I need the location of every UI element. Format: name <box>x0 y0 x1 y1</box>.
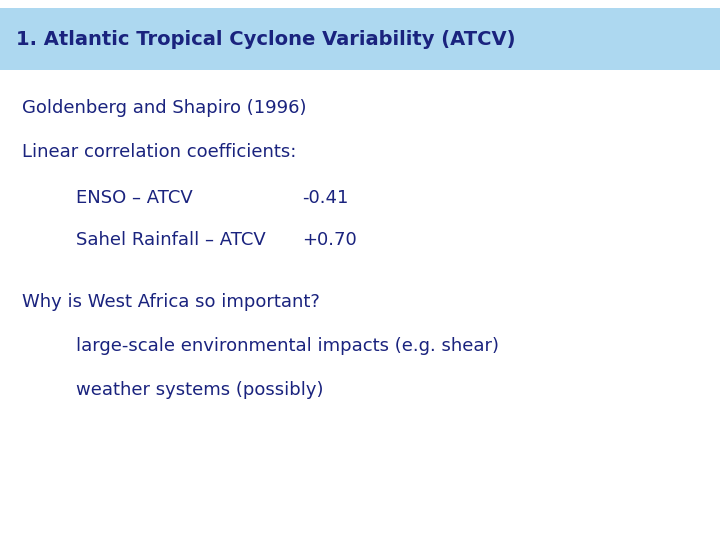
Text: +0.70: +0.70 <box>302 231 357 249</box>
Text: weather systems (possibly): weather systems (possibly) <box>76 381 323 399</box>
Text: 1. Atlantic Tropical Cyclone Variability (ATCV): 1. Atlantic Tropical Cyclone Variability… <box>16 30 516 49</box>
Text: -0.41: -0.41 <box>302 189 348 207</box>
Text: Sahel Rainfall – ATCV: Sahel Rainfall – ATCV <box>76 231 266 249</box>
Text: large-scale environmental impacts (e.g. shear): large-scale environmental impacts (e.g. … <box>76 336 498 355</box>
Text: Goldenberg and Shapiro (1996): Goldenberg and Shapiro (1996) <box>22 99 306 117</box>
FancyBboxPatch shape <box>0 8 720 70</box>
Text: ENSO – ATCV: ENSO – ATCV <box>76 189 192 207</box>
Text: Why is West Africa so important?: Why is West Africa so important? <box>22 293 320 312</box>
Text: Linear correlation coefficients:: Linear correlation coefficients: <box>22 143 296 161</box>
